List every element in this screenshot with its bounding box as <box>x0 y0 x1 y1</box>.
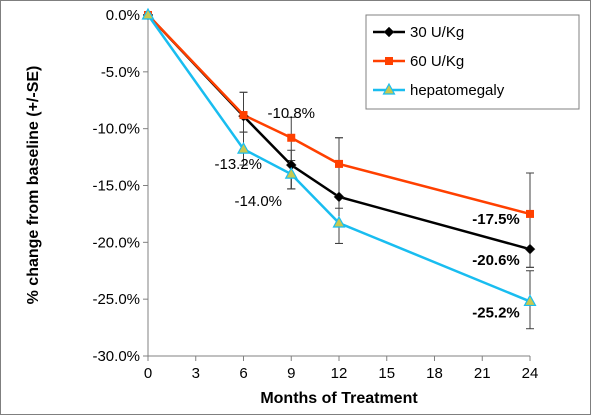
data-label: -10.8% <box>267 105 315 122</box>
data-label: -25.2% <box>472 304 520 321</box>
data-point <box>333 191 345 203</box>
series-markers <box>141 7 537 307</box>
legend-marker <box>383 26 395 38</box>
x-tick-label: 18 <box>426 365 443 382</box>
data-label: -14.0% <box>234 193 282 210</box>
y-tick-label: -20.0% <box>92 234 140 251</box>
data-point <box>524 243 536 255</box>
y-tick-label: -15.0% <box>92 178 140 195</box>
legend-label: 30 U/Kg <box>410 24 464 41</box>
x-tick-label: 15 <box>378 365 395 382</box>
x-axis-title: Months of Treatment <box>260 390 418 407</box>
data-point <box>523 294 537 307</box>
x-tick-label: 6 <box>239 365 247 382</box>
data-point <box>239 111 248 120</box>
x-tick-label: 0 <box>144 365 152 382</box>
y-axis-title: % change from baseline (+/-SE) <box>25 66 42 305</box>
data-point <box>526 209 534 218</box>
x-tick-label: 21 <box>474 365 491 382</box>
x-tick-label: 12 <box>331 365 348 382</box>
y-axis-ticks: 0.0% -5.0% -10.0% -15.0% -20.0% -25.0% -30.0% <box>92 7 148 365</box>
legend-marker <box>385 57 393 65</box>
data-point <box>141 7 155 20</box>
legend: 30 U/Kg 60 U/Kg hepatomegaly <box>365 14 580 110</box>
y-tick-label: -25.0% <box>92 291 140 308</box>
x-axis-ticks: 0 3 6 9 12 15 18 21 24 <box>144 356 539 382</box>
data-point <box>332 215 346 228</box>
data-labels: -10.8% -13.2% -14.0% -17.5% -20.6% -25.2% <box>214 105 519 322</box>
legend-label: 60 U/Kg <box>410 53 464 70</box>
y-tick-label: -30.0% <box>92 348 140 365</box>
y-tick-label: -10.0% <box>92 121 140 138</box>
x-tick-label: 3 <box>192 365 200 382</box>
x-tick-label: 9 <box>287 365 295 382</box>
data-label: -17.5% <box>472 211 520 228</box>
y-tick-label: -5.0% <box>101 64 140 81</box>
data-point <box>287 133 296 142</box>
legend-marker <box>382 82 396 95</box>
x-tick-label: 24 <box>522 365 539 382</box>
data-label: -20.6% <box>472 252 520 269</box>
y-tick-label: 0.0% <box>106 7 140 24</box>
data-point <box>236 141 251 154</box>
data-point <box>335 159 343 168</box>
data-label: -13.2% <box>214 156 262 173</box>
data-point <box>284 166 298 179</box>
legend-label: hepatomegaly <box>410 82 505 99</box>
